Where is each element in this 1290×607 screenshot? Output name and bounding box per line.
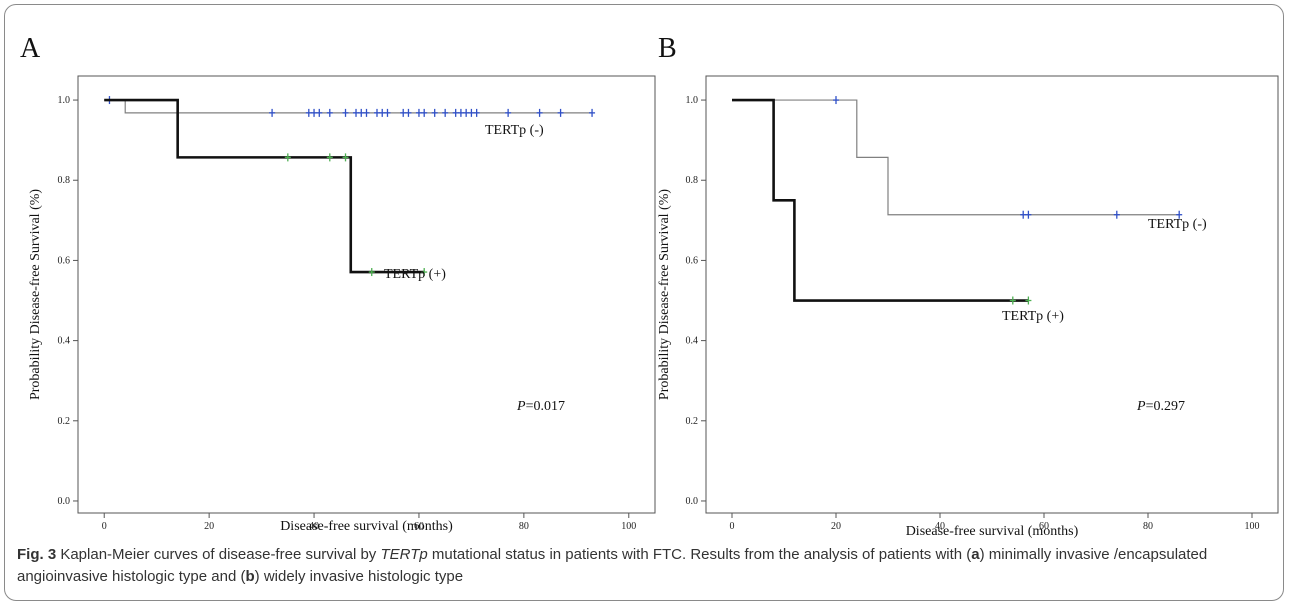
panel-label: B: [658, 33, 677, 64]
y-tick-label: 0.8: [686, 175, 699, 186]
p-value: =0.297: [1146, 399, 1185, 414]
y-tick-label: 0.2: [686, 416, 699, 427]
x-tick-label: 40: [309, 521, 319, 532]
x-tick-label: 20: [204, 521, 214, 532]
x-tick-label: 40: [935, 521, 945, 532]
x-tick-label: 100: [1245, 521, 1260, 532]
x-tick-label: 60: [414, 521, 424, 532]
caption-fig-label: Fig. 3: [17, 546, 57, 563]
y-tick-label: 0.0: [686, 496, 699, 507]
survival-curve-tertp-negative: [732, 99, 1180, 216]
series-label: TERTp (+): [1002, 309, 1064, 324]
caption-text-2: mutational status in patients with FTC. …: [427, 546, 972, 563]
p-value: =0.017: [526, 399, 565, 414]
x-axis-label: Disease-free survival (months): [280, 519, 453, 534]
plot-frame: [705, 75, 1279, 514]
panel-a: A 0.0 0.2 0.4 0.6 0.8 1.0 0 20 40 60 80 100 Disease-f…: [20, 33, 656, 534]
y-tick-label: 0.4: [686, 336, 699, 347]
x-tick-label: 20: [831, 521, 841, 532]
y-tick-label: 0.8: [58, 175, 71, 186]
y-tick-label: 1.0: [686, 95, 699, 106]
p-value-annotation: P=0.017: [516, 399, 565, 414]
y-tick-label: 0.2: [58, 416, 71, 427]
caption-letter-a: a: [971, 546, 980, 563]
y-tick-label: 0.6: [58, 255, 71, 266]
series-label: TERTp (-): [485, 123, 544, 138]
figure-canvas: A 0.0 0.2 0.4 0.6 0.8 1.0 0 20 40 60 80 100 Disease-f…: [20, 33, 1279, 539]
y-tick-label: 1.0: [58, 95, 71, 106]
p-value-annotation: P=0.297: [1136, 399, 1185, 414]
y-tick-label: 0.6: [686, 255, 699, 266]
x-tick-label: 80: [519, 521, 529, 532]
figure-frame: [4, 4, 1284, 601]
p-symbol: P: [1136, 399, 1146, 414]
panel-label: A: [20, 33, 41, 64]
survival-curve-tertp-positive: [732, 98, 1029, 302]
series-label: TERTp (+): [384, 267, 446, 282]
figure-caption: Fig. 3 Kaplan-Meier curves of disease-fr…: [17, 544, 1272, 588]
panel-b: B 0.0 0.2 0.4 0.6 0.8 1.0 0 20 40 60 80 100 Disease-f…: [657, 33, 1279, 539]
caption-letter-b: b: [245, 568, 255, 585]
y-tick-label: 0.0: [58, 496, 71, 507]
x-tick-label: 0: [730, 521, 735, 532]
x-tick-label: 100: [621, 521, 636, 532]
plot-frame: [77, 75, 656, 514]
y-tick-label: 0.4: [58, 336, 71, 347]
y-axis-label: Probability Disease-free Survival (%): [28, 189, 43, 400]
caption-text-4: ) widely invasive histologic type: [254, 568, 464, 585]
x-axis-label: Disease-free survival (months): [906, 524, 1079, 539]
caption-text-1: Kaplan-Meier curves of disease-free surv…: [56, 546, 381, 563]
x-tick-label: 80: [1143, 521, 1153, 532]
p-symbol: P: [516, 399, 526, 414]
x-tick-label: 0: [102, 521, 107, 532]
survival-curve-tertp-positive: [104, 98, 425, 274]
caption-text-3: ) minimally invasive /encapsulated angio…: [17, 546, 1208, 585]
caption-gene: TERTp: [380, 546, 428, 563]
series-label: TERTp (-): [1148, 217, 1207, 232]
x-tick-label: 60: [1039, 521, 1049, 532]
y-axis-label: Probability Disease-free Survival (%): [657, 189, 672, 400]
